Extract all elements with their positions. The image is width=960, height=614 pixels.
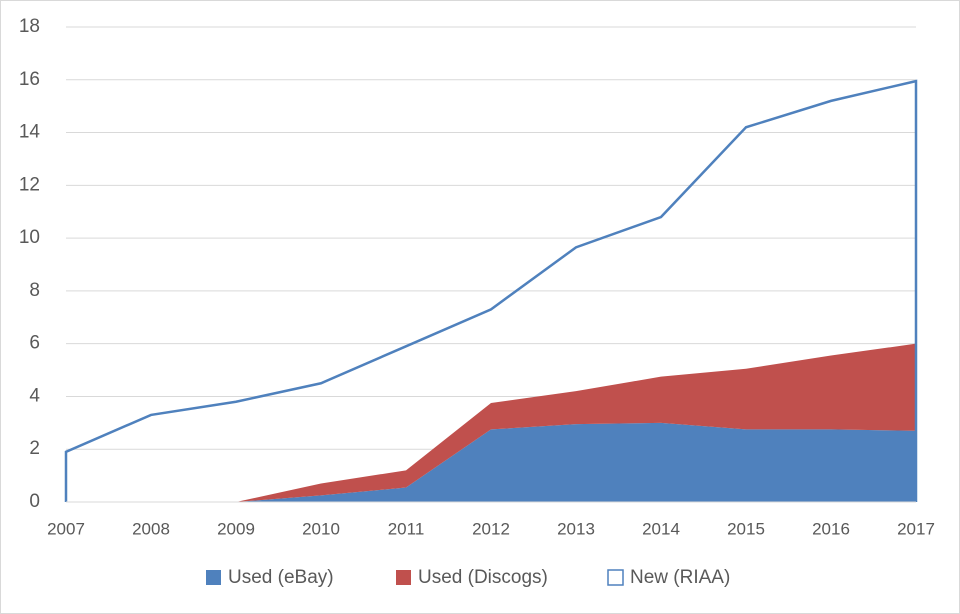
legend-label: Used (eBay) [228, 567, 334, 588]
y-tick-label: 8 [29, 280, 40, 301]
legend-label: New (RIAA) [630, 567, 730, 588]
x-tick-label: 2008 [132, 519, 170, 538]
x-tick-label: 2017 [897, 519, 935, 538]
area-outline [64, 79, 918, 502]
y-tick-label: 2 [29, 438, 40, 459]
y-tick-label: 14 [19, 122, 41, 143]
x-tick-label: 2010 [302, 519, 340, 538]
x-tick-label: 2012 [472, 519, 510, 538]
y-tick-label: 16 [19, 69, 40, 90]
area [66, 422, 916, 502]
x-tick-label: 2007 [47, 519, 85, 538]
legend-swatch [206, 570, 221, 585]
x-tick-label: 2014 [642, 519, 680, 538]
x-tick-label: 2011 [388, 519, 425, 538]
x-tick-label: 2016 [812, 519, 850, 538]
y-tick-label: 18 [19, 16, 40, 37]
y-tick-label: 12 [19, 174, 40, 195]
area [66, 343, 916, 502]
x-tick-label: 2015 [727, 519, 765, 538]
x-tick-label: 2009 [217, 519, 255, 538]
legend-swatch [396, 570, 411, 585]
y-tick-label: 6 [29, 333, 40, 354]
y-tick-label: 4 [29, 385, 40, 406]
y-tick-label: 10 [19, 227, 40, 248]
y-tick-label: 0 [29, 491, 40, 512]
legend-swatch [607, 569, 624, 586]
legend-label: Used (Discogs) [418, 567, 548, 588]
x-tick-label: 2013 [557, 519, 595, 538]
